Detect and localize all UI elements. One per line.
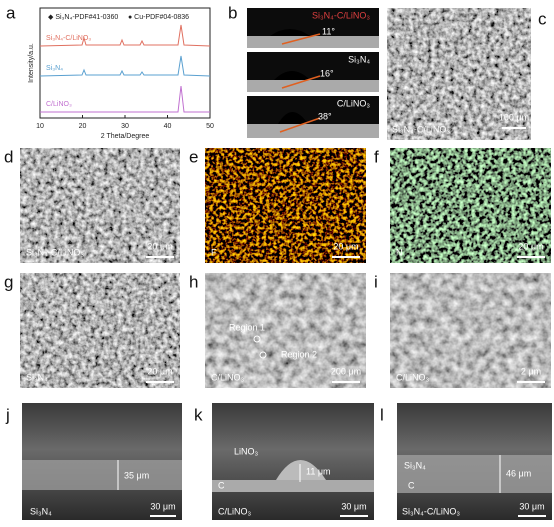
panel-letter: d [4, 147, 13, 166]
scale-label: 30 μm [519, 501, 544, 511]
curve-label: Si₃N₄ [46, 65, 63, 72]
image-label: Si₃N₄-C/LiNO₃ [392, 124, 450, 134]
image-label: Si₃N₄-C/LiNO₃ [402, 506, 460, 516]
image-label: C/LiNO₃ [396, 372, 430, 382]
panel-k: k LiNO₃ C 11 μm C/LiNO₃ 30 μm [194, 403, 374, 520]
scale-label: 20 μm [147, 366, 172, 376]
angle-label: 16° [320, 68, 334, 78]
xrd-curve [39, 55, 211, 77]
layer-label: C [218, 480, 225, 490]
image-label: C/LiNO₃ [337, 98, 371, 108]
panel-d: d Si₃N₄-C/LiNO₃ 20 μm [4, 147, 180, 263]
panel-b: b Si₃N₄-C/LiNO₃ 11° Si₃N₄ 16° C/LiNO₃ 38… [228, 3, 379, 138]
thickness-label: 46 μm [506, 468, 531, 478]
scale-label: 30 μm [150, 501, 175, 511]
sem-image [20, 148, 180, 263]
scale-label: 2 μm [521, 366, 541, 376]
image-label: Si₃N₄ [26, 372, 48, 382]
panel-letter: e [189, 147, 198, 166]
sem-image [387, 8, 531, 140]
sem-image [205, 273, 366, 388]
region-label: Region 2 [281, 349, 317, 359]
scale-label: 20 μm [333, 241, 358, 251]
panel-letter: f [374, 147, 379, 166]
panel-letter: g [4, 272, 13, 291]
image-label: Si₃N₄ [348, 54, 370, 64]
panel-letter: j [5, 405, 10, 424]
legend-entry: ● Cu-PDF#04-0836 [128, 14, 189, 21]
panel-f: f N 20 μm [374, 147, 551, 263]
x-tick-label: 40 [164, 123, 172, 130]
droplet [276, 460, 326, 480]
panel-h: h C/LiNO₃ 200 μm Region 1 Region 2 [189, 272, 366, 388]
x-tick-label: 30 [121, 123, 129, 130]
panel-letter: l [380, 405, 384, 424]
panel-j: j Si₃N₄ 35 μm 30 μm [5, 403, 182, 520]
image-label: Si₃N₄-C/LiNO₃ [26, 247, 84, 257]
panel-i: i C/LiNO₃ 2 μm [374, 272, 551, 388]
image-label: Si₃N₄ [30, 506, 52, 516]
panel-c: c Si₃N₄-C/LiNO₃ 100 μm [387, 8, 547, 140]
image-label: F [211, 247, 217, 257]
region-marker [253, 335, 261, 343]
scale-label: 200 μm [331, 366, 361, 376]
panel-letter: c [538, 9, 547, 28]
image-label: N [396, 247, 403, 257]
image-label: C/LiNO₃ [211, 372, 245, 382]
panel-letter: h [189, 272, 198, 291]
panel-letter: k [194, 405, 203, 424]
contact-image: C/LiNO₃ 38° [247, 96, 379, 138]
panel-e: e F 20 μm [189, 147, 366, 263]
layer-label: Si₃N₄ [404, 460, 426, 470]
x-tick-label: 20 [79, 123, 87, 130]
sem-image [390, 148, 551, 263]
panel-letter: b [228, 3, 237, 22]
contact-image: Si₃N₄ 16° [247, 52, 379, 92]
image-label: C/LiNO₃ [218, 506, 252, 516]
scale-label: 100 μm [499, 112, 529, 122]
scale-label: 20 μm [518, 241, 543, 251]
panel-a: a ◆ Si₃N₄-PDF#41-0360 ● Cu-PDF#04-0836 S… [6, 3, 214, 139]
curve-label: Si₃N₄-C/LiNO₃ [46, 35, 91, 42]
xrd-curve [40, 85, 210, 113]
image-label: Si₃N₄-C/LiNO₃ [312, 10, 370, 20]
angle-label: 38° [318, 111, 332, 121]
sem-image [20, 273, 180, 388]
layer [212, 480, 374, 492]
panel-g: g Si₃N₄ 20 μm [4, 272, 180, 388]
angle-label: 11° [322, 26, 335, 36]
thickness-label: 35 μm [124, 470, 149, 480]
region-marker [259, 351, 267, 359]
legend-entry: ◆ Si₃N₄-PDF#41-0360 [48, 14, 118, 21]
panel-l: l Si₃N₄ C 46 μm Si₃N₄-C/LiNO₃ 30 μm [380, 403, 552, 520]
x-tick-label: 50 [206, 123, 214, 130]
contact-image: Si₃N₄-C/LiNO₃ 11° [247, 8, 379, 48]
thickness-label: 11 μm [306, 466, 331, 476]
panel-letter: i [374, 272, 378, 291]
sem-image [205, 148, 366, 263]
y-axis-label: Intensity/a.u. [28, 43, 35, 83]
scale-label: 30 μm [341, 501, 366, 511]
layer [397, 455, 552, 493]
scale-label: 20 μm [147, 241, 172, 251]
cross-section [212, 403, 374, 520]
drop-label: LiNO₃ [234, 446, 259, 456]
layer-label: C [408, 480, 415, 490]
x-tick-label: 10 [36, 123, 44, 130]
curve-label: C/LiNO₃ [46, 101, 72, 108]
layer [22, 460, 182, 490]
xrd-curve [39, 24, 211, 47]
x-axis-label: 2 Theta/Degree [101, 133, 150, 140]
sem-image [390, 273, 551, 388]
panel-letter: a [6, 3, 16, 22]
region-label: Region 1 [229, 322, 265, 332]
